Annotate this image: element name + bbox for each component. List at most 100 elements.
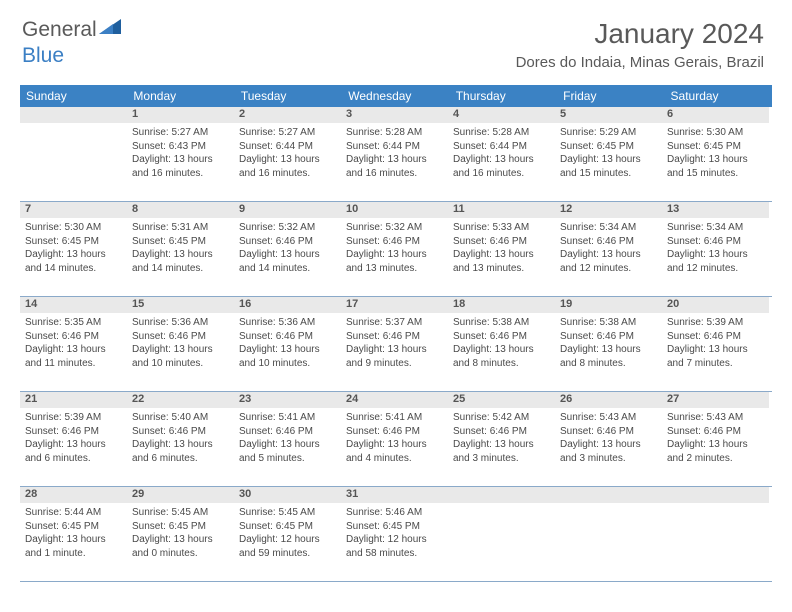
- day-detail-line: Sunrise: 5:27 AM: [239, 126, 336, 140]
- day-number: 5: [555, 107, 662, 123]
- logo-text-general: General: [22, 18, 97, 42]
- day-number: 1: [127, 107, 234, 123]
- weekday-header: Sunday: [20, 85, 127, 107]
- calendar: SundayMondayTuesdayWednesdayThursdayFrid…: [20, 85, 772, 582]
- day-detail-line: Sunrise: 5:27 AM: [132, 126, 229, 140]
- day-cell: Sunrise: 5:28 AMSunset: 6:44 PMDaylight:…: [341, 123, 448, 201]
- weekday-header: Monday: [127, 85, 234, 107]
- day-detail-line: Sunrise: 5:39 AM: [667, 316, 764, 330]
- day-number: 16: [234, 297, 341, 313]
- day-detail-line: Daylight: 13 hours and 1 minute.: [25, 533, 122, 560]
- day-detail-line: Sunrise: 5:39 AM: [25, 411, 122, 425]
- day-detail-line: Sunrise: 5:40 AM: [132, 411, 229, 425]
- day-number: 10: [341, 202, 448, 218]
- day-detail-line: Sunset: 6:45 PM: [132, 235, 229, 249]
- day-detail-line: Sunset: 6:44 PM: [346, 140, 443, 154]
- weekday-header-row: SundayMondayTuesdayWednesdayThursdayFrid…: [20, 85, 772, 107]
- day-detail-line: Daylight: 12 hours and 59 minutes.: [239, 533, 336, 560]
- day-detail-line: Sunset: 6:45 PM: [25, 520, 122, 534]
- day-detail-line: Daylight: 13 hours and 11 minutes.: [25, 343, 122, 370]
- daynum-row: 28293031: [20, 487, 772, 503]
- day-detail-line: Sunset: 6:46 PM: [239, 330, 336, 344]
- day-cell: Sunrise: 5:39 AMSunset: 6:46 PMDaylight:…: [662, 313, 769, 391]
- day-detail-line: Daylight: 13 hours and 16 minutes.: [239, 153, 336, 180]
- day-detail-line: Daylight: 13 hours and 13 minutes.: [346, 248, 443, 275]
- day-detail-line: Sunrise: 5:38 AM: [453, 316, 550, 330]
- day-cell: [448, 503, 555, 581]
- day-number: 7: [20, 202, 127, 218]
- day-detail-line: Daylight: 13 hours and 16 minutes.: [132, 153, 229, 180]
- weekday-header: Tuesday: [235, 85, 342, 107]
- day-number: 9: [234, 202, 341, 218]
- day-detail-line: Daylight: 13 hours and 9 minutes.: [346, 343, 443, 370]
- day-cell: Sunrise: 5:42 AMSunset: 6:46 PMDaylight:…: [448, 408, 555, 486]
- weeks-container: 123456Sunrise: 5:27 AMSunset: 6:43 PMDay…: [20, 107, 772, 582]
- day-detail-line: Daylight: 13 hours and 13 minutes.: [453, 248, 550, 275]
- day-number: 28: [20, 487, 127, 503]
- day-detail-line: Daylight: 13 hours and 6 minutes.: [25, 438, 122, 465]
- day-cell: Sunrise: 5:46 AMSunset: 6:45 PMDaylight:…: [341, 503, 448, 581]
- day-number: 25: [448, 392, 555, 408]
- day-number: [662, 487, 769, 503]
- day-detail-line: Sunset: 6:46 PM: [560, 235, 657, 249]
- day-detail-line: Daylight: 13 hours and 12 minutes.: [667, 248, 764, 275]
- day-detail-line: Sunrise: 5:31 AM: [132, 221, 229, 235]
- day-detail-line: Sunset: 6:46 PM: [667, 425, 764, 439]
- day-detail-line: Sunset: 6:45 PM: [132, 520, 229, 534]
- day-number: 31: [341, 487, 448, 503]
- daynum-row: 21222324252627: [20, 392, 772, 408]
- day-number: 24: [341, 392, 448, 408]
- day-detail-line: Sunrise: 5:43 AM: [560, 411, 657, 425]
- day-detail-line: Sunrise: 5:43 AM: [667, 411, 764, 425]
- day-detail-line: Sunset: 6:45 PM: [346, 520, 443, 534]
- day-detail-line: Sunset: 6:45 PM: [560, 140, 657, 154]
- day-cell: Sunrise: 5:28 AMSunset: 6:44 PMDaylight:…: [448, 123, 555, 201]
- day-detail-line: Sunset: 6:46 PM: [25, 425, 122, 439]
- week-row: Sunrise: 5:44 AMSunset: 6:45 PMDaylight:…: [20, 503, 772, 582]
- day-detail-line: Daylight: 13 hours and 8 minutes.: [453, 343, 550, 370]
- logo-line2: Blue: [22, 44, 64, 68]
- day-detail-line: Daylight: 13 hours and 3 minutes.: [453, 438, 550, 465]
- day-cell: Sunrise: 5:30 AMSunset: 6:45 PMDaylight:…: [20, 218, 127, 296]
- day-detail-line: Sunrise: 5:34 AM: [667, 221, 764, 235]
- title-block: January 2024 Dores do Indaia, Minas Gera…: [516, 18, 764, 71]
- day-cell: Sunrise: 5:43 AMSunset: 6:46 PMDaylight:…: [662, 408, 769, 486]
- day-detail-line: Daylight: 13 hours and 5 minutes.: [239, 438, 336, 465]
- week-row: Sunrise: 5:39 AMSunset: 6:46 PMDaylight:…: [20, 408, 772, 487]
- day-cell: Sunrise: 5:31 AMSunset: 6:45 PMDaylight:…: [127, 218, 234, 296]
- day-detail-line: Daylight: 13 hours and 15 minutes.: [560, 153, 657, 180]
- month-title: January 2024: [516, 18, 764, 50]
- day-detail-line: Sunrise: 5:45 AM: [132, 506, 229, 520]
- day-detail-line: Sunset: 6:46 PM: [667, 235, 764, 249]
- day-detail-line: Sunrise: 5:42 AM: [453, 411, 550, 425]
- day-detail-line: Sunrise: 5:33 AM: [453, 221, 550, 235]
- day-detail-line: Daylight: 13 hours and 7 minutes.: [667, 343, 764, 370]
- day-number: 30: [234, 487, 341, 503]
- day-detail-line: Sunrise: 5:37 AM: [346, 316, 443, 330]
- day-detail-line: Daylight: 13 hours and 16 minutes.: [346, 153, 443, 180]
- header: General January 2024 Dores do Indaia, Mi…: [0, 0, 792, 79]
- day-number: 17: [341, 297, 448, 313]
- day-detail-line: Daylight: 13 hours and 14 minutes.: [132, 248, 229, 275]
- day-detail-line: Daylight: 13 hours and 10 minutes.: [132, 343, 229, 370]
- day-cell: Sunrise: 5:33 AMSunset: 6:46 PMDaylight:…: [448, 218, 555, 296]
- day-number: 8: [127, 202, 234, 218]
- day-cell: Sunrise: 5:40 AMSunset: 6:46 PMDaylight:…: [127, 408, 234, 486]
- day-detail-line: Daylight: 13 hours and 12 minutes.: [560, 248, 657, 275]
- day-number: [555, 487, 662, 503]
- day-detail-line: Sunrise: 5:28 AM: [346, 126, 443, 140]
- day-detail-line: Daylight: 13 hours and 16 minutes.: [453, 153, 550, 180]
- day-detail-line: Sunset: 6:44 PM: [239, 140, 336, 154]
- logo: General: [22, 18, 123, 42]
- day-detail-line: Daylight: 13 hours and 14 minutes.: [25, 248, 122, 275]
- day-detail-line: Sunset: 6:44 PM: [453, 140, 550, 154]
- day-detail-line: Sunset: 6:45 PM: [239, 520, 336, 534]
- weekday-header: Wednesday: [342, 85, 449, 107]
- day-number: 12: [555, 202, 662, 218]
- day-number: 2: [234, 107, 341, 123]
- week-row: Sunrise: 5:27 AMSunset: 6:43 PMDaylight:…: [20, 123, 772, 202]
- day-cell: Sunrise: 5:27 AMSunset: 6:43 PMDaylight:…: [127, 123, 234, 201]
- day-cell: [20, 123, 127, 201]
- day-cell: Sunrise: 5:29 AMSunset: 6:45 PMDaylight:…: [555, 123, 662, 201]
- day-detail-line: Sunset: 6:46 PM: [346, 330, 443, 344]
